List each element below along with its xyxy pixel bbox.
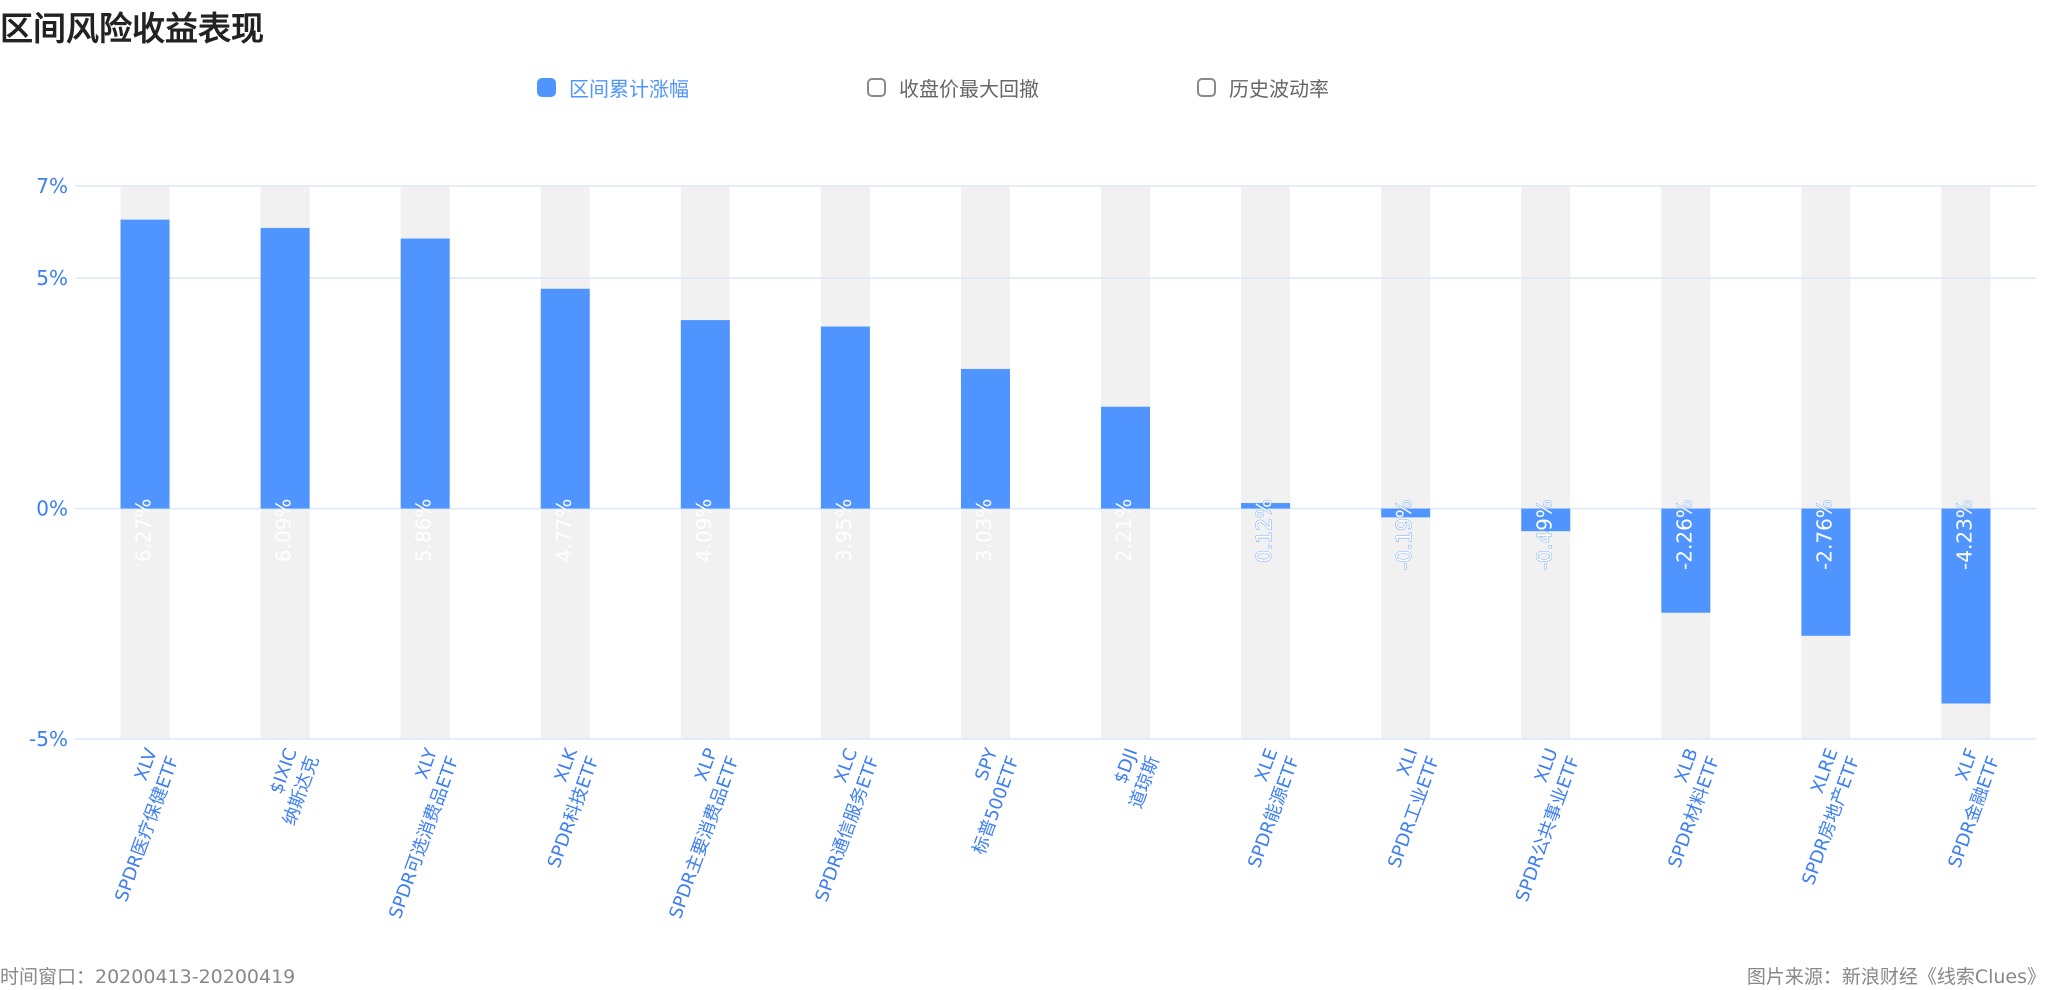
bar bbox=[820, 326, 870, 509]
bar bbox=[540, 288, 590, 509]
y-tick-label: 5% bbox=[36, 266, 68, 290]
bar bbox=[1101, 406, 1151, 509]
data-label: 6.09% bbox=[272, 499, 296, 563]
data-label: 0.12% bbox=[1252, 499, 1276, 563]
bar bbox=[680, 320, 730, 509]
bar bbox=[400, 238, 450, 509]
legend-label: 收盘价最大回撤 bbox=[899, 77, 1039, 101]
data-label: -2.26% bbox=[1672, 499, 1696, 570]
data-label: -4.23% bbox=[1952, 499, 1976, 570]
legend-item-cumulative-gain[interactable]: 区间累计涨幅 bbox=[537, 73, 689, 102]
source-note: 图片来源：新浪财经《线索Clues》 bbox=[1746, 966, 2046, 988]
bar-background bbox=[1661, 186, 1711, 739]
y-tick-label: -5% bbox=[29, 727, 68, 751]
chart-title: 区间风险收益表现 bbox=[0, 9, 264, 48]
legend-checkbox-icon[interactable] bbox=[867, 78, 886, 97]
legend-checkbox-icon[interactable] bbox=[1197, 78, 1216, 97]
bar bbox=[1381, 508, 1431, 518]
bar bbox=[1941, 508, 1991, 704]
bar-background bbox=[1521, 186, 1571, 739]
time-window-note: 时间窗口：20200413-20200419 bbox=[0, 966, 296, 988]
legend-item-volatility[interactable]: 历史波动率 bbox=[1197, 73, 1329, 102]
data-label: -2.76% bbox=[1812, 499, 1836, 570]
data-label: 5.86% bbox=[412, 499, 436, 563]
legend-checkbox-icon[interactable] bbox=[537, 78, 556, 97]
bar bbox=[960, 368, 1010, 509]
legend-label: 区间累计涨幅 bbox=[569, 77, 689, 101]
bar bbox=[1661, 508, 1711, 613]
data-label: -0.49% bbox=[1532, 499, 1556, 570]
bar bbox=[120, 219, 170, 509]
y-tick-label: 7% bbox=[36, 174, 68, 198]
legend-label: 历史波动率 bbox=[1229, 77, 1329, 101]
data-label: 3.95% bbox=[832, 499, 856, 563]
bar-background bbox=[1241, 186, 1291, 739]
data-label: 4.09% bbox=[692, 499, 716, 563]
data-label: -0.19% bbox=[1392, 499, 1416, 570]
bar bbox=[1521, 508, 1571, 532]
legend: 区间累计涨幅 收盘价最大回撤 历史波动率 bbox=[0, 73, 2046, 103]
legend-item-max-drawdown[interactable]: 收盘价最大回撤 bbox=[867, 73, 1039, 102]
data-label: 6.27% bbox=[132, 499, 156, 563]
bar bbox=[1241, 503, 1291, 509]
bar-background bbox=[1801, 186, 1851, 739]
y-tick-label: 0% bbox=[36, 497, 68, 521]
bar bbox=[1801, 508, 1851, 636]
data-label: 3.03% bbox=[972, 499, 996, 563]
data-label: 2.21% bbox=[1112, 499, 1136, 563]
bar bbox=[260, 227, 310, 509]
bar-background bbox=[1381, 186, 1431, 739]
data-label: 4.77% bbox=[552, 499, 576, 563]
